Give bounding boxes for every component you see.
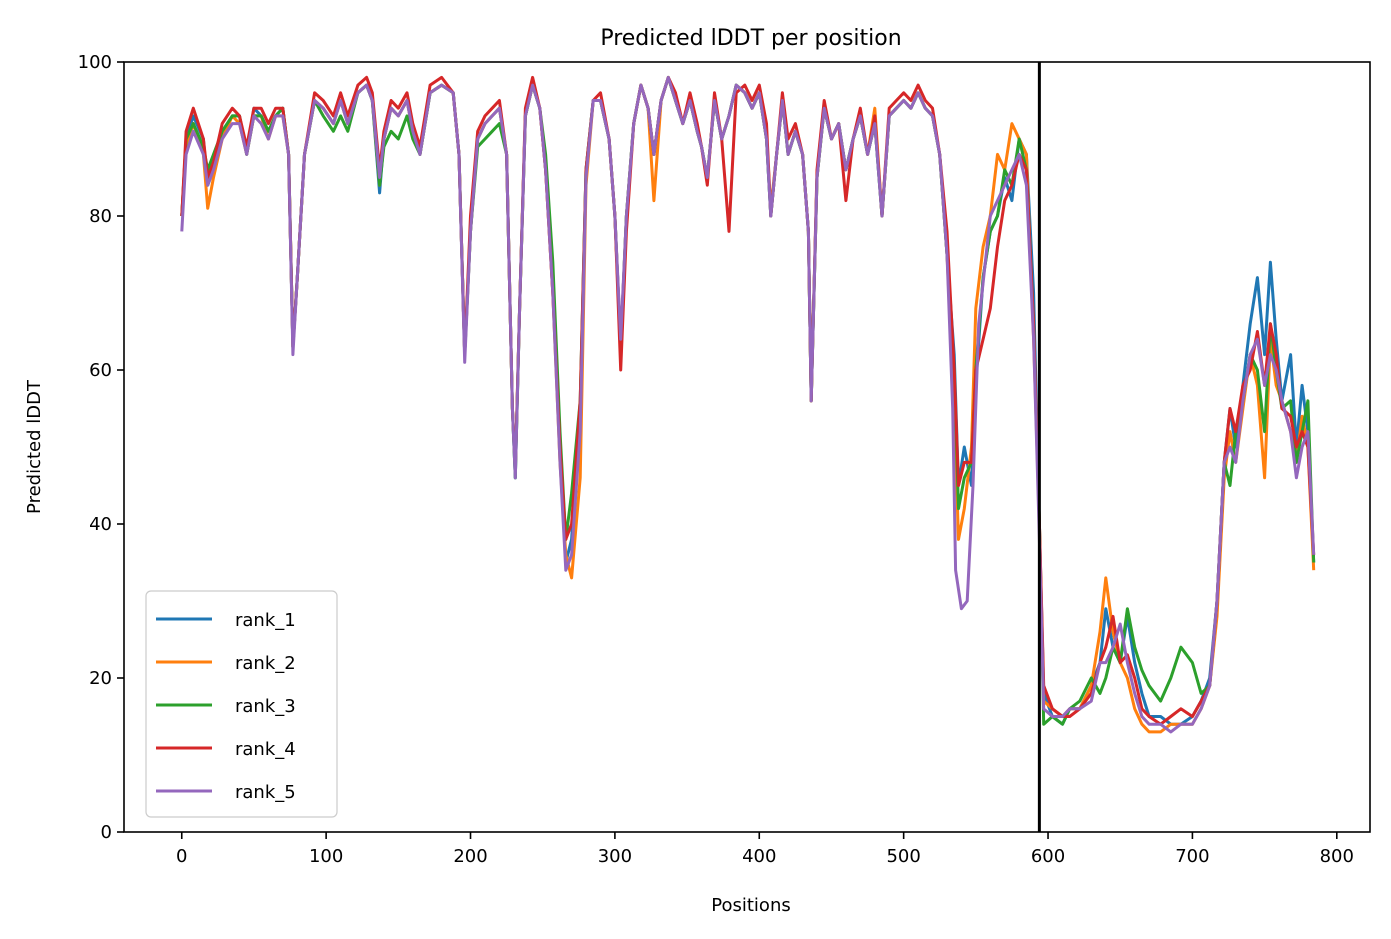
y-tick-label: 60 (89, 360, 112, 381)
x-tick-label: 500 (886, 846, 920, 867)
y-tick-label: 20 (89, 668, 112, 689)
axes-frame (123, 61, 1371, 833)
y-tick-label: 100 (78, 52, 112, 73)
x-tick-label: 100 (309, 846, 343, 867)
legend-label-rank_1: rank_1 (235, 610, 296, 631)
y-tick-label: 40 (89, 514, 112, 535)
chart-title: Predicted lDDT per position (600, 26, 901, 51)
legend-label-rank_2: rank_2 (235, 653, 296, 674)
x-tick-label: 300 (598, 846, 632, 867)
legend-label-rank_4: rank_4 (235, 739, 296, 760)
x-tick-label: 700 (1175, 846, 1209, 867)
x-tick-label: 600 (1031, 846, 1065, 867)
x-axis-ticks: 0 100 200 300 400 500 600 700 800 (176, 832, 1354, 867)
x-axis-label: Positions (711, 895, 790, 916)
y-axis-label: Predicted lDDT (24, 379, 45, 514)
x-tick-label: 400 (742, 846, 776, 867)
legend-label-rank_5: rank_5 (235, 782, 296, 803)
y-tick-label: 80 (89, 206, 112, 227)
series-line-rank_5 (180, 75, 1316, 734)
legend: rank_1 rank_2 rank_3 rank_4 rank_5 (145, 590, 338, 818)
x-tick-label: 800 (1320, 846, 1354, 867)
x-tick-label: 200 (453, 846, 487, 867)
x-tick-label: 0 (176, 846, 187, 867)
series-layer (180, 75, 1316, 734)
y-axis-ticks: 0 20 40 60 80 100 (78, 52, 124, 843)
legend-label-rank_3: rank_3 (235, 696, 296, 717)
legend-box (145, 590, 338, 818)
y-tick-label: 0 (101, 822, 112, 843)
